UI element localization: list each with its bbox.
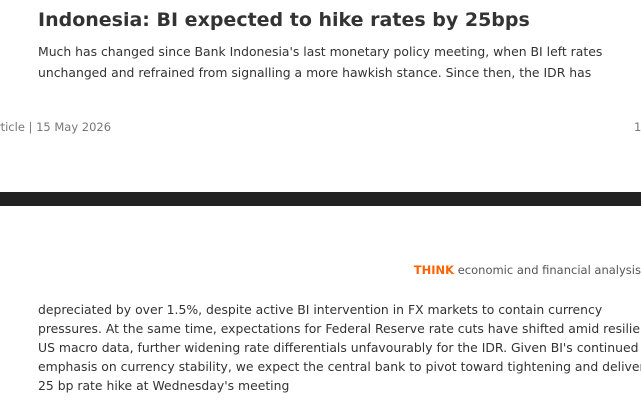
separator-bar (0, 192, 641, 206)
intro-line: Much has changed since Bank Indonesia's … (38, 44, 603, 59)
intro-line: unchanged and refrained from signalling … (38, 65, 592, 80)
article-meta: Article | 15 May 2026 (0, 120, 112, 134)
body-line: 25 bp rate hike at Wednesday's meeting (38, 378, 290, 393)
page-number: 1 (634, 120, 641, 134)
body-line: US macro data, further widening rate dif… (38, 340, 639, 355)
article-title[interactable]: Indonesia: BI expected to hike rates by … (38, 9, 530, 31)
brand-think: THINK (413, 263, 455, 277)
body-line: depreciated by over 1.5%, despite active… (38, 302, 603, 317)
body-line: emphasis on currency stability, we expec… (38, 359, 641, 374)
brand: THINK economic and financial analysis (414, 263, 641, 277)
brand-tagline: economic and financial analysis (457, 263, 641, 277)
body-line: pressures. At the same time, expectation… (38, 321, 641, 336)
